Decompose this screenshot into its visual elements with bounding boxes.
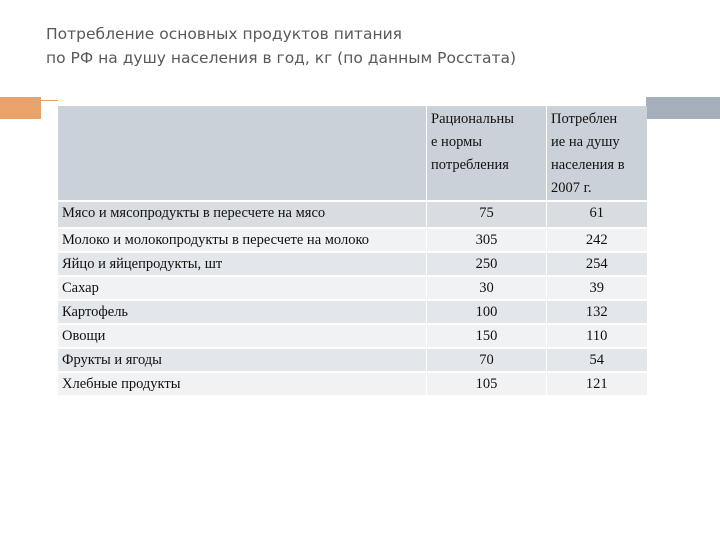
actual-cell: 54 [546, 348, 647, 373]
accent-bar-left [0, 97, 41, 119]
norm-cell: 105 [426, 372, 547, 397]
header-corner-cell [57, 106, 427, 202]
table-row: Яйцо и яйцепродукты, шт 250 254 [57, 252, 647, 277]
consumption-table: Рациональны е нормы потребления Потребле… [57, 106, 647, 397]
product-cell: Мясо и мясопродукты в пересчете на мясо [57, 201, 427, 229]
actual-cell: 61 [546, 201, 647, 229]
header-norm-line: е нормы [431, 134, 483, 150]
table-header-row: Рациональны е нормы потребления Потребле… [57, 106, 647, 202]
norm-cell: 100 [426, 300, 547, 325]
actual-cell: 39 [546, 276, 647, 301]
header-norm-line: потребления [431, 157, 509, 173]
norm-cell: 75 [426, 201, 547, 229]
norm-cell: 150 [426, 324, 547, 349]
norm-cell: 70 [426, 348, 547, 373]
table-row: Молоко и молокопродукты в пересчете на м… [57, 228, 647, 253]
accent-bar-right [646, 97, 720, 119]
title-line-2: по РФ на душу населения в год, кг (по да… [46, 49, 517, 67]
actual-cell: 132 [546, 300, 647, 325]
header-norm-line: Рациональны [431, 111, 514, 127]
product-cell: Яйцо и яйцепродукты, шт [57, 252, 427, 277]
table-row: Фрукты и ягоды 70 54 [57, 348, 647, 373]
table-row: Хлебные продукты 105 121 [57, 372, 647, 397]
header-norm: Рациональны е нормы потребления [426, 106, 547, 202]
norm-cell: 30 [426, 276, 547, 301]
header-actual: Потреблен ие на душу населения в 2007 г. [546, 106, 647, 202]
norm-cell: 250 [426, 252, 547, 277]
table-row: Мясо и мясопродукты в пересчете на мясо … [57, 201, 647, 229]
table-row: Картофель 100 132 [57, 300, 647, 325]
header-actual-line: 2007 г. [551, 180, 592, 196]
header-actual-line: населения в [551, 157, 625, 173]
product-cell: Овощи [57, 324, 427, 349]
product-cell: Фрукты и ягоды [57, 348, 427, 373]
header-actual-line: ие на душу [551, 134, 620, 150]
table-row: Сахар 30 39 [57, 276, 647, 301]
accent-line [41, 100, 58, 101]
product-cell: Сахар [57, 276, 427, 301]
actual-cell: 121 [546, 372, 647, 397]
product-cell: Картофель [57, 300, 427, 325]
title-line-1: Потребление основных продуктов питания [46, 25, 402, 43]
product-cell: Молоко и молокопродукты в пересчете на м… [57, 228, 427, 253]
table-row: Овощи 150 110 [57, 324, 647, 349]
slide-title: Потребление основных продуктов питания п… [46, 22, 686, 70]
actual-cell: 110 [546, 324, 647, 349]
actual-cell: 242 [546, 228, 647, 253]
actual-cell: 254 [546, 252, 647, 277]
norm-cell: 305 [426, 228, 547, 253]
header-actual-line: Потреблен [551, 111, 618, 127]
product-cell: Хлебные продукты [57, 372, 427, 397]
